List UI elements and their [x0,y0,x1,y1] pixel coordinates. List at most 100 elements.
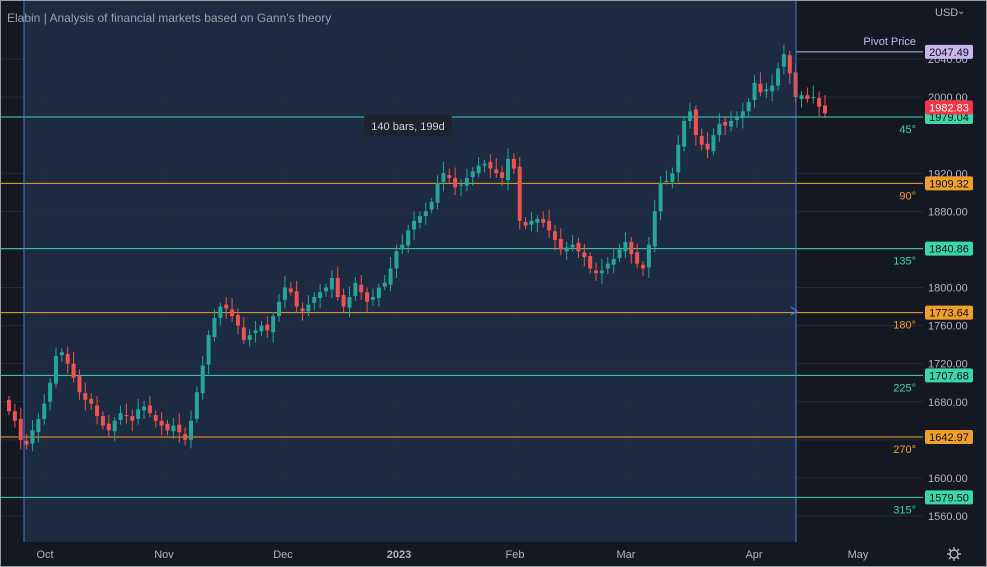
candle-body [42,403,47,419]
level-price-label: 1707.68 [929,370,969,382]
candle-body [435,182,440,203]
candle-body [629,241,634,255]
candle-body [130,416,135,421]
gann-angle-label: 90° [899,190,916,202]
candle-body [230,309,235,317]
candle-body [388,268,393,285]
candle-body [24,440,29,445]
candle-body [617,249,622,258]
candle-body [36,418,41,433]
candle-body [693,109,698,136]
candle-body [447,175,452,179]
candle-body [805,95,810,99]
candle-body [112,420,117,432]
candle-body [53,356,58,384]
candle-body [83,393,88,400]
candle-body [588,256,593,269]
candle-body [552,231,557,240]
candle-body [570,244,575,248]
gann-angle-label: 315° [893,504,916,516]
x-tick-label: 2023 [387,549,411,561]
candle-body [429,201,434,210]
candle-body [687,111,692,121]
candle-body [664,180,669,182]
chevron-down-icon[interactable]: ⌄ [957,6,965,17]
candle-body [464,178,469,186]
candle-body [376,287,381,298]
candle-body [18,418,23,440]
level-price-label: 1579.50 [929,492,969,504]
candle-body [12,411,17,421]
candle-body [48,382,53,402]
candle-body [335,277,340,298]
last-price-tag [925,100,973,115]
candle-body [300,308,305,312]
candle-body [288,288,293,293]
candle-body [365,292,370,302]
candle-body [382,282,387,287]
candle-body [781,54,786,67]
candle-body [329,277,334,290]
measure-tooltip: 140 bars, 199d [364,115,452,136]
candle-body [259,325,264,332]
candle-body [770,85,775,92]
candle-body [247,335,252,340]
candle-body [641,264,646,269]
candle-body [576,242,581,252]
candle-body [30,430,35,444]
candle-body [558,238,563,250]
candle-body [7,399,11,412]
candle-body [218,306,223,318]
level-price-tag [925,368,973,383]
candle-body [353,282,358,297]
y-tick-label: 1880.00 [928,206,968,218]
candle-body [699,136,704,145]
candle-body [89,398,94,404]
gann-angle-label: 45° [899,124,916,136]
candle-body [799,95,804,99]
candle-body [271,316,276,333]
candle-body [188,420,193,440]
candle-body [453,178,458,188]
candle-body [136,409,141,419]
candle-body [676,144,681,173]
candle-body [734,116,739,120]
grid-lines [1,1,923,542]
candle-body [505,158,510,180]
candle-body [318,292,323,298]
candle-body [682,120,687,147]
range-arrow-icon [790,306,799,316]
candle-body [77,376,82,393]
measure-label: 140 bars, 199d [371,121,444,133]
candle-body [482,163,487,166]
candle-body [165,423,170,431]
candle-body [212,317,217,338]
candle-body [306,304,311,312]
level-price-tag [925,305,973,320]
price-labels: 1979.04 1909.32 1840.86 1773.64 1707.68 1642.… [925,44,973,505]
gear-icon[interactable] [947,547,961,561]
candle-body [400,244,405,250]
candle-body [118,413,123,420]
candle-body [235,315,240,326]
candle-body [811,97,816,99]
candle-body [106,423,111,431]
candle-body [623,241,628,252]
candle-body [635,252,640,264]
candle-body [324,287,329,292]
candle-body [705,143,710,150]
pivot-label: Pivot Price [863,36,916,48]
x-tick-label: Feb [506,549,525,561]
candle-body [500,172,505,179]
candle-body [153,415,158,421]
level-price-tag [925,176,973,191]
candle-body [341,295,346,307]
currency-label[interactable]: USD [935,7,958,19]
level-price-tag [925,430,973,445]
x-tick-label: Dec [273,549,293,561]
candle-body [277,301,282,317]
candle-body [823,105,827,114]
gann-angle-label: 180° [893,320,916,332]
